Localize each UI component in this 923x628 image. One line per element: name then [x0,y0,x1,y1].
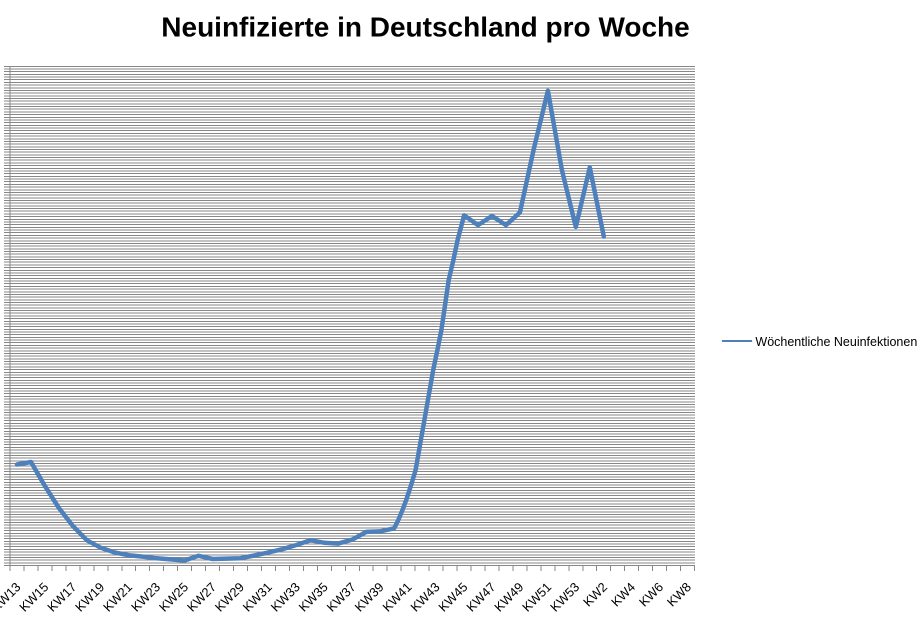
svg-text:Wöchentliche Neuinfektionen: Wöchentliche Neuinfektionen [755,335,917,349]
svg-text:Neuinfizierte in Deutschland p: Neuinfizierte in Deutschland pro Woche [161,12,689,43]
